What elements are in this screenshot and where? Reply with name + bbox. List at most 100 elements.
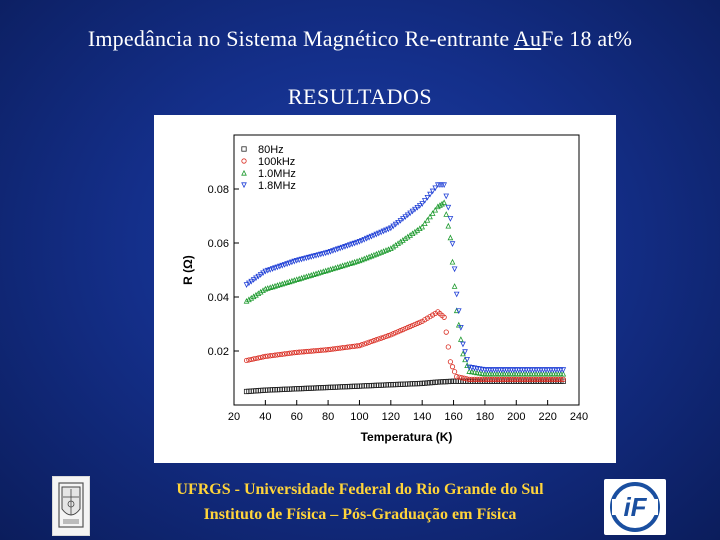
series-3-point xyxy=(455,308,462,315)
series-1-point xyxy=(354,343,360,349)
series-1-point xyxy=(284,350,290,357)
series-3-point xyxy=(346,242,353,249)
series-1-point xyxy=(477,376,483,382)
series-3-point xyxy=(264,267,271,274)
y-axis-label: R (Ω) xyxy=(181,255,195,285)
series-3-point xyxy=(332,247,339,254)
series-3-point xyxy=(260,270,266,277)
legend-label-2: 1.0MHz xyxy=(258,168,296,180)
series-1-point xyxy=(454,374,460,380)
series-2-point xyxy=(397,238,404,245)
series-0-point xyxy=(440,379,446,385)
series-3-point xyxy=(373,231,380,238)
series-1-point xyxy=(390,331,396,337)
series-1-point xyxy=(308,348,314,354)
series-1-point xyxy=(535,376,542,382)
series-1-point xyxy=(407,323,413,330)
series-1-point xyxy=(397,328,404,334)
series-1-point xyxy=(385,333,392,339)
series-3-point xyxy=(339,244,346,251)
series-1-point xyxy=(296,349,302,355)
series-2-point xyxy=(392,241,399,248)
series-1-point xyxy=(427,313,433,320)
series-1-point xyxy=(383,333,389,340)
series-1-point xyxy=(282,351,288,357)
if-logo: iF xyxy=(604,479,666,535)
series-1-point xyxy=(371,338,377,344)
series-2-point xyxy=(409,230,416,237)
series-1-point xyxy=(521,376,527,382)
series-2-point xyxy=(395,240,401,247)
series-3-point xyxy=(447,216,454,222)
series-3-point xyxy=(344,243,351,249)
series-1-point xyxy=(366,339,372,345)
series-1-point xyxy=(243,357,250,364)
series-1-point xyxy=(274,352,281,358)
slide-title-part2: Fe 18 at% xyxy=(541,26,633,51)
series-3-point xyxy=(429,188,436,195)
series-3-point xyxy=(293,257,300,264)
series-3-point xyxy=(363,235,370,242)
series-3-point xyxy=(320,251,327,257)
series-1-point xyxy=(508,376,515,382)
series-3-point xyxy=(291,258,298,265)
series-2-point xyxy=(560,370,567,377)
series-3-point xyxy=(243,282,250,288)
series-1-point xyxy=(265,353,271,359)
series-3-point xyxy=(359,238,365,244)
plot-frame xyxy=(233,134,580,406)
series-1-point xyxy=(291,350,297,356)
series-1-point xyxy=(361,341,367,347)
series-1-point xyxy=(313,348,319,354)
series-1-point xyxy=(255,355,261,361)
series-0-point xyxy=(422,380,428,386)
ufrgs-crest-icon xyxy=(58,482,84,528)
series-1-point xyxy=(516,376,522,382)
series-3-point xyxy=(404,212,411,219)
series-1-point xyxy=(258,354,264,361)
series-3-point xyxy=(462,349,468,355)
legend-label-0: 80Hz xyxy=(258,144,284,156)
series-2-point xyxy=(479,370,486,377)
series-1-point xyxy=(267,353,273,359)
series-1-point xyxy=(272,352,278,358)
series-3-point xyxy=(310,253,317,260)
series-2-point xyxy=(458,336,464,342)
series-1-point xyxy=(456,374,462,380)
series-1-point xyxy=(376,336,382,342)
series-2-point xyxy=(439,200,445,207)
legend-marker-3 xyxy=(241,182,247,189)
series-1-point xyxy=(402,325,408,332)
series-1-point xyxy=(484,376,490,382)
series-0-point xyxy=(445,378,451,385)
series-1-point xyxy=(294,349,300,355)
series-1-point xyxy=(409,322,416,329)
series-1-point xyxy=(380,334,387,340)
x-tick-label: 240 xyxy=(570,411,588,423)
series-2-point xyxy=(449,258,456,265)
series-2-point xyxy=(243,297,250,304)
series-3-point xyxy=(354,239,360,246)
series-1-point xyxy=(496,376,502,382)
series-1-point xyxy=(337,345,343,351)
footer-institute: Instituto de Física – Pós-Graduação em F… xyxy=(203,506,517,523)
series-3-point xyxy=(380,228,387,235)
series-1-point xyxy=(289,350,295,356)
series-1-point xyxy=(342,344,348,351)
series-1-point xyxy=(359,342,365,348)
series-2-point xyxy=(404,233,411,240)
series-1-point xyxy=(491,376,498,382)
series-1-point xyxy=(494,376,500,382)
series-1-point xyxy=(286,350,293,356)
series-3-point xyxy=(281,262,288,268)
x-axis-label: Temperatura (K) xyxy=(361,430,453,444)
series-1-point xyxy=(301,349,307,355)
series-1-point xyxy=(248,356,254,363)
series-2-point xyxy=(424,216,431,223)
series-1-point xyxy=(318,347,324,353)
series-1-point xyxy=(311,348,317,354)
series-2-point xyxy=(432,206,439,213)
series-2-point xyxy=(246,296,252,303)
series-3-point xyxy=(375,230,382,237)
series-1-point xyxy=(424,315,431,321)
